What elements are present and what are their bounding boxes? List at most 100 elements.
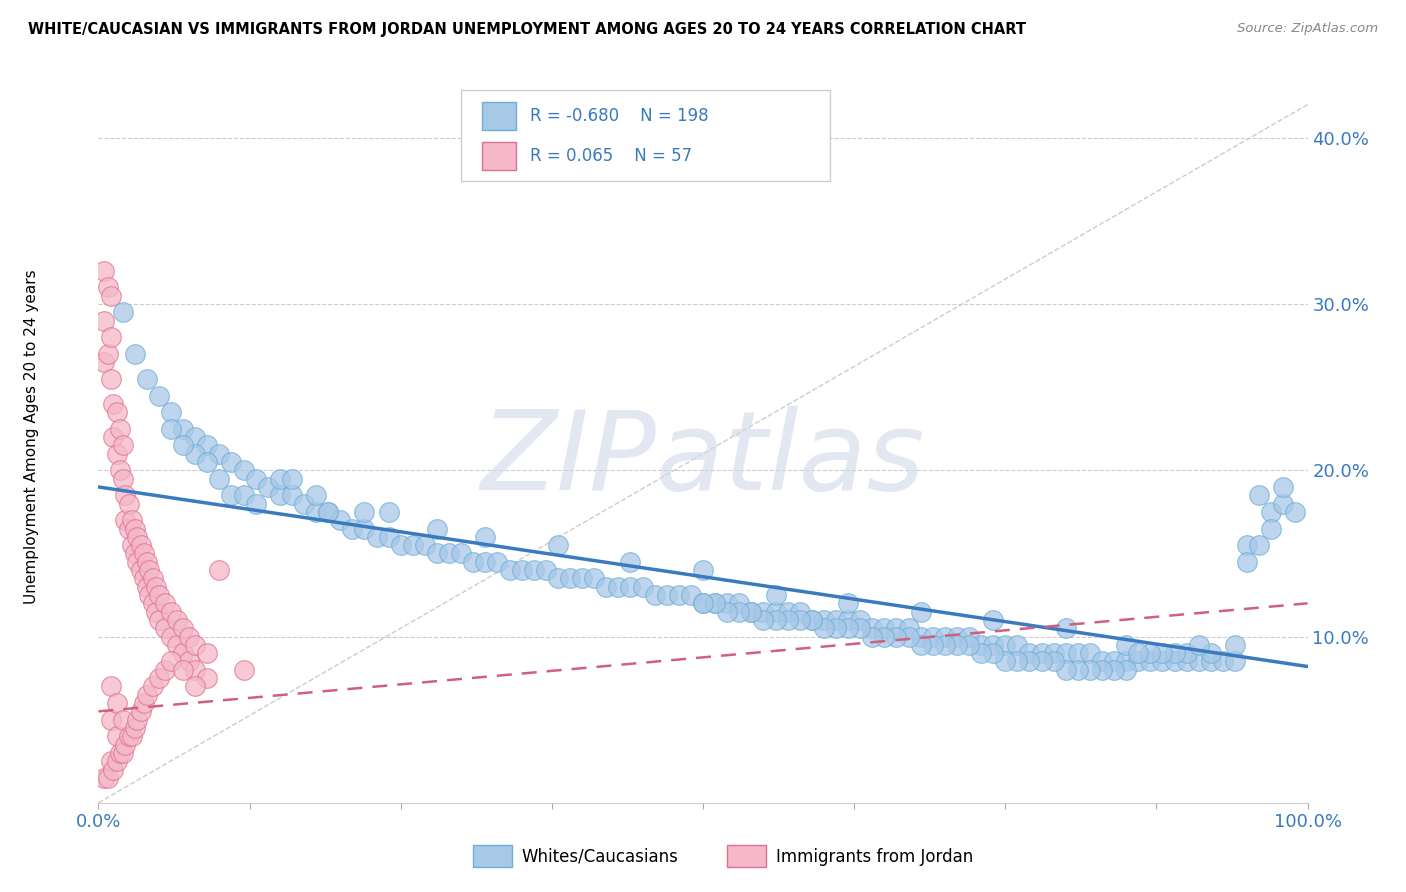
- Point: [389, 538, 412, 552]
- Point: [160, 630, 183, 644]
- Point: [129, 538, 152, 552]
- Point: [1188, 655, 1211, 669]
- Point: [1102, 655, 1125, 669]
- Point: [208, 472, 231, 486]
- Point: [776, 605, 799, 619]
- Point: [837, 613, 859, 627]
- Point: [166, 613, 188, 627]
- Point: [1042, 655, 1064, 669]
- Point: [118, 497, 141, 511]
- Point: [1091, 655, 1114, 669]
- Point: [789, 613, 811, 627]
- Point: [145, 580, 167, 594]
- Point: [232, 663, 254, 677]
- Point: [316, 505, 339, 519]
- Point: [97, 771, 120, 785]
- Point: [825, 621, 848, 635]
- FancyBboxPatch shape: [482, 102, 516, 130]
- Point: [329, 513, 352, 527]
- Point: [100, 289, 122, 303]
- Point: [100, 680, 122, 694]
- Point: [172, 646, 194, 660]
- Point: [728, 596, 751, 610]
- Point: [127, 713, 149, 727]
- Point: [704, 596, 727, 610]
- Point: [366, 530, 388, 544]
- Point: [138, 563, 160, 577]
- Point: [946, 630, 969, 644]
- Point: [142, 596, 165, 610]
- Point: [692, 563, 714, 577]
- Point: [121, 513, 143, 527]
- Point: [837, 596, 859, 610]
- Point: [138, 588, 160, 602]
- Point: [1115, 655, 1137, 669]
- Point: [1223, 655, 1246, 669]
- Point: [558, 571, 581, 585]
- Point: [547, 538, 569, 552]
- Point: [108, 422, 131, 436]
- Point: [160, 655, 183, 669]
- Point: [1054, 663, 1077, 677]
- Point: [184, 638, 207, 652]
- Point: [1139, 646, 1161, 660]
- Point: [1128, 646, 1150, 660]
- Point: [655, 588, 678, 602]
- Point: [195, 455, 218, 469]
- Point: [752, 613, 775, 627]
- Point: [1163, 646, 1185, 660]
- Point: [127, 555, 149, 569]
- Point: [245, 497, 267, 511]
- Point: [134, 696, 156, 710]
- Point: [179, 630, 201, 644]
- Point: [765, 588, 787, 602]
- Point: [269, 472, 291, 486]
- Point: [571, 571, 593, 585]
- Point: [704, 596, 727, 610]
- Point: [402, 538, 425, 552]
- Point: [108, 746, 131, 760]
- Point: [121, 538, 143, 552]
- Point: [886, 621, 908, 635]
- Point: [172, 422, 194, 436]
- Point: [142, 680, 165, 694]
- Point: [1067, 646, 1090, 660]
- Point: [142, 571, 165, 585]
- Point: [100, 713, 122, 727]
- Point: [765, 605, 787, 619]
- Point: [153, 596, 176, 610]
- Point: [100, 754, 122, 768]
- Point: [957, 638, 980, 652]
- Point: [208, 447, 231, 461]
- Point: [305, 488, 328, 502]
- Point: [1175, 655, 1198, 669]
- Point: [981, 613, 1004, 627]
- Point: [124, 546, 146, 560]
- Point: [93, 264, 115, 278]
- Point: [1223, 638, 1246, 652]
- Point: [153, 663, 176, 677]
- Point: [111, 305, 134, 319]
- Point: [1236, 538, 1258, 552]
- Point: [426, 521, 449, 535]
- Point: [114, 488, 136, 502]
- Point: [860, 630, 883, 644]
- Point: [583, 571, 606, 585]
- Point: [463, 555, 485, 569]
- Point: [184, 447, 207, 461]
- Text: Source: ZipAtlas.com: Source: ZipAtlas.com: [1237, 22, 1378, 36]
- Point: [160, 422, 183, 436]
- Point: [1115, 638, 1137, 652]
- Point: [547, 571, 569, 585]
- Point: [800, 613, 823, 627]
- Point: [1272, 497, 1295, 511]
- Point: [1199, 646, 1222, 660]
- Point: [1102, 663, 1125, 677]
- Point: [1163, 655, 1185, 669]
- Point: [1018, 655, 1040, 669]
- Point: [256, 480, 278, 494]
- Point: [1018, 646, 1040, 660]
- Point: [127, 530, 149, 544]
- FancyBboxPatch shape: [461, 90, 830, 181]
- Point: [1139, 655, 1161, 669]
